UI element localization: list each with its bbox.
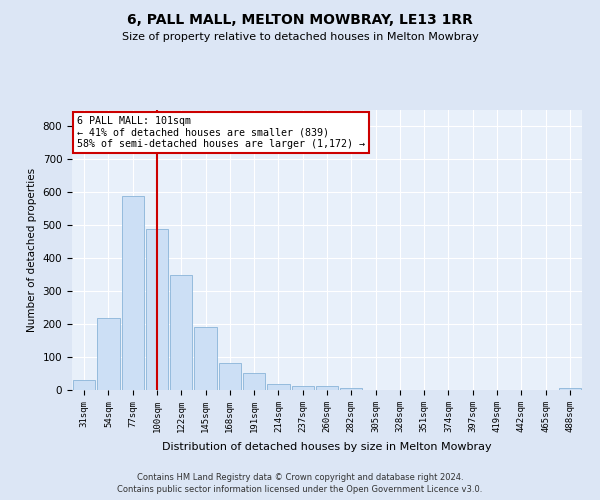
Bar <box>243 373 265 390</box>
Bar <box>559 388 581 390</box>
Bar <box>73 380 95 390</box>
Bar <box>146 228 168 390</box>
Text: 6 PALL MALL: 101sqm
← 41% of detached houses are smaller (839)
58% of semi-detac: 6 PALL MALL: 101sqm ← 41% of detached ho… <box>77 116 365 149</box>
Bar <box>316 386 338 390</box>
Bar <box>218 362 241 390</box>
Text: Contains HM Land Registry data © Crown copyright and database right 2024.: Contains HM Land Registry data © Crown c… <box>137 472 463 482</box>
Bar <box>122 196 144 390</box>
Y-axis label: Number of detached properties: Number of detached properties <box>27 168 37 332</box>
Bar <box>170 274 193 390</box>
Bar <box>97 318 119 390</box>
Text: 6, PALL MALL, MELTON MOWBRAY, LE13 1RR: 6, PALL MALL, MELTON MOWBRAY, LE13 1RR <box>127 12 473 26</box>
Bar <box>194 328 217 390</box>
Bar <box>340 388 362 390</box>
Text: Distribution of detached houses by size in Melton Mowbray: Distribution of detached houses by size … <box>162 442 492 452</box>
Bar <box>292 386 314 390</box>
Bar <box>267 384 290 390</box>
Text: Size of property relative to detached houses in Melton Mowbray: Size of property relative to detached ho… <box>122 32 478 42</box>
Text: Contains public sector information licensed under the Open Government Licence v3: Contains public sector information licen… <box>118 485 482 494</box>
